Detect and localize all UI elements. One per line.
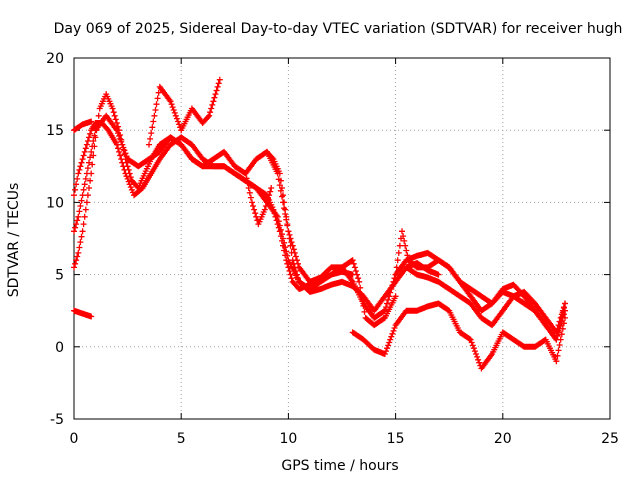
series-trace-j bbox=[264, 148, 399, 329]
data-point-markers bbox=[71, 112, 568, 343]
data-point-markers bbox=[349, 300, 568, 372]
x-axis: 0 5 10 15 20 25 bbox=[70, 58, 619, 447]
y-tick-label: 10 bbox=[46, 195, 64, 211]
series-trace-a bbox=[71, 91, 356, 292]
data-point-markers bbox=[264, 148, 399, 329]
y-tick-label: 15 bbox=[46, 123, 64, 139]
data-point-markers bbox=[403, 264, 568, 336]
data-point-markers bbox=[146, 76, 223, 148]
plot-frame bbox=[73, 57, 611, 420]
x-tick-label: 10 bbox=[279, 431, 297, 447]
series-trace-k bbox=[242, 170, 275, 228]
grid bbox=[74, 58, 610, 419]
series-trace-h bbox=[71, 118, 95, 134]
y-tick-label: 0 bbox=[55, 340, 64, 356]
x-axis-label: GPS time / hours bbox=[281, 458, 398, 474]
data-point-markers bbox=[71, 118, 95, 134]
series-trace-e bbox=[403, 264, 568, 336]
data-series bbox=[71, 76, 568, 372]
y-axis-label: SDTVAR / TECUs bbox=[6, 183, 22, 298]
x-tick-label: 25 bbox=[601, 431, 619, 447]
series-trace-i bbox=[71, 307, 95, 320]
series-trace-g bbox=[146, 76, 223, 148]
data-point-markers bbox=[392, 249, 568, 343]
y-tick-label: 20 bbox=[46, 51, 64, 67]
x-tick-label: 5 bbox=[177, 431, 186, 447]
series-trace-c bbox=[71, 112, 568, 343]
data-point-markers bbox=[71, 307, 95, 320]
series-trace-f bbox=[349, 300, 568, 372]
x-tick-label: 15 bbox=[387, 431, 405, 447]
data-point-markers bbox=[71, 91, 356, 292]
y-tick-label: 5 bbox=[55, 268, 64, 284]
data-point-markers bbox=[242, 170, 275, 228]
y-axis: -5 0 5 10 15 20 bbox=[46, 51, 610, 428]
chart-title: Day 069 of 2025, Sidereal Day-to-day VTE… bbox=[54, 21, 623, 37]
x-tick-label: 0 bbox=[70, 431, 79, 447]
series-trace-d bbox=[392, 249, 568, 343]
x-tick-label: 20 bbox=[494, 431, 512, 447]
y-tick-label: -5 bbox=[50, 412, 64, 428]
